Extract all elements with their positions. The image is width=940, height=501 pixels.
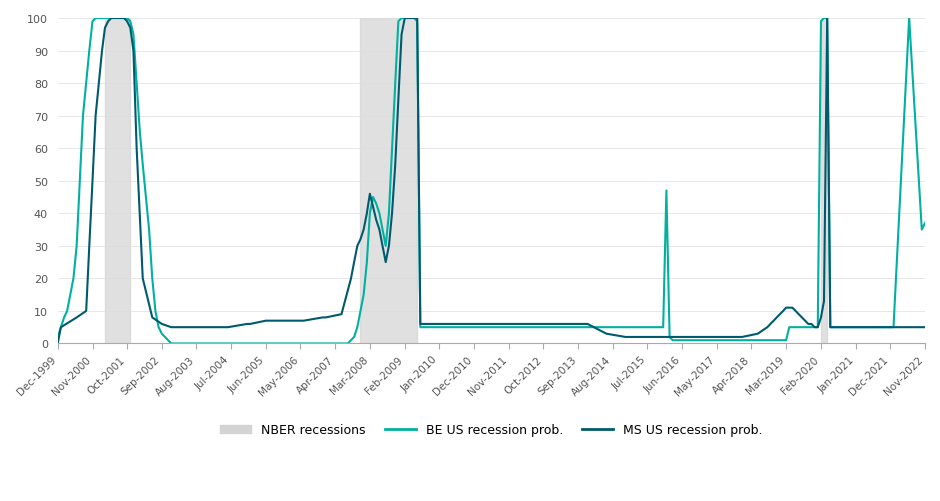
Bar [821,19,827,344]
Bar [360,19,417,344]
Bar [105,19,131,344]
Legend: NBER recessions, BE US recession prob., MS US recession prob.: NBER recessions, BE US recession prob., … [215,418,768,441]
